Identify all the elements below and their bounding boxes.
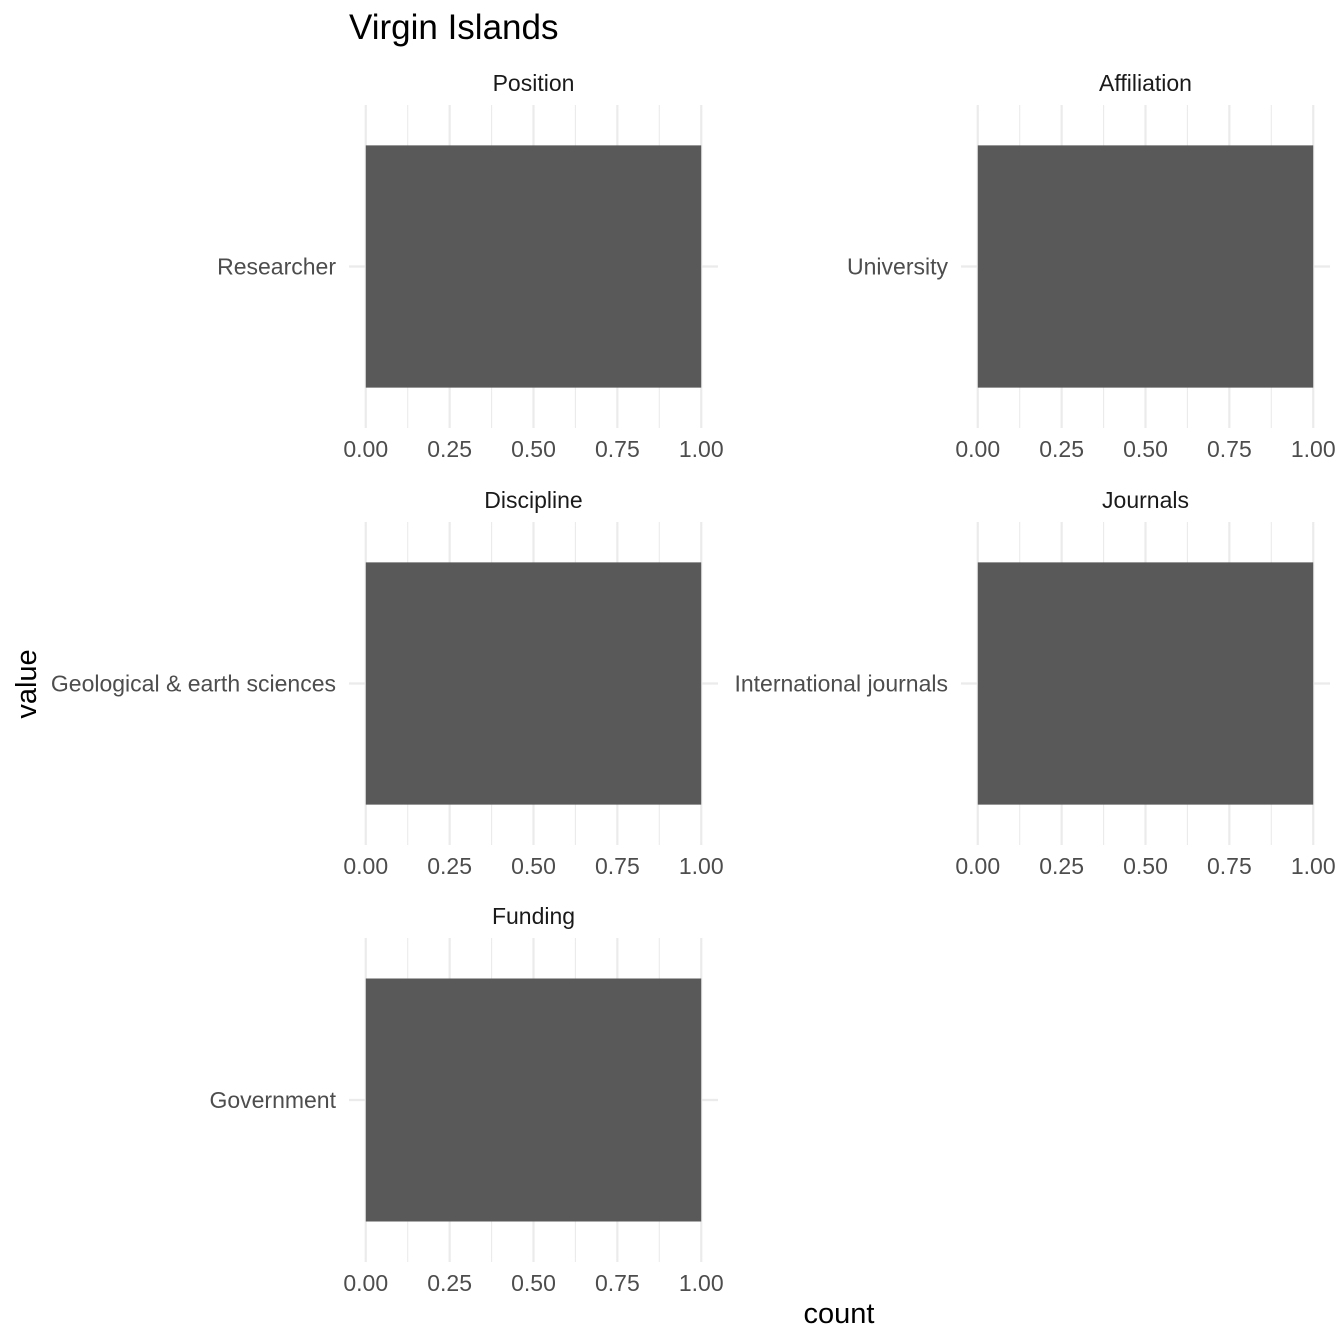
x-tick-label: 0.25 (427, 853, 472, 879)
x-tick-label: 0.00 (343, 1270, 388, 1296)
x-tick-label: 0.00 (343, 436, 388, 462)
x-tick-label: 0.75 (595, 853, 640, 879)
x-tick-label: 0.50 (511, 853, 556, 879)
x-tick-label: 1.00 (1291, 853, 1336, 879)
facet-title: Position (493, 70, 575, 96)
facet-title: Affiliation (1099, 70, 1192, 96)
bar (977, 562, 1314, 805)
x-tick-label: 1.00 (679, 1270, 724, 1296)
x-tick-label: 0.75 (595, 1270, 640, 1296)
x-tick-label: 0.50 (511, 436, 556, 462)
facet-panel: Discipline Geological & earth sciences 0.0… (51, 487, 724, 879)
x-tick-label: 0.00 (955, 853, 1000, 879)
bar (977, 145, 1314, 388)
y-tick-label: Government (209, 1087, 336, 1113)
facet-title: Journals (1102, 487, 1189, 513)
y-tick-label: Researcher (217, 254, 336, 280)
facet-panel: Affiliation University 0.00 0.25 0.50 0.75 1.0… (847, 70, 1336, 462)
x-tick-label: 0.25 (427, 436, 472, 462)
x-tick-label: 0.00 (955, 436, 1000, 462)
x-tick-label: 0.75 (595, 436, 640, 462)
facet-panel: Funding Government 0.00 0.25 0.50 0.75 1.00 (209, 903, 723, 1296)
facet-panel: Journals International journals 0.00 0.25 0.… (734, 487, 1335, 879)
x-tick-label: 0.00 (343, 853, 388, 879)
x-tick-label: 0.25 (427, 1270, 472, 1296)
x-tick-label: 0.25 (1039, 853, 1084, 879)
y-tick-label: Geological & earth sciences (51, 671, 336, 697)
x-tick-label: 1.00 (1291, 436, 1336, 462)
chart-title: Virgin Islands (349, 8, 558, 47)
x-tick-label: 0.75 (1207, 436, 1252, 462)
x-tick-label: 0.50 (511, 1270, 556, 1296)
bar (365, 145, 702, 388)
x-axis-title: count (804, 1298, 875, 1330)
x-tick-label: 0.50 (1123, 436, 1168, 462)
x-tick-label: 0.50 (1123, 853, 1168, 879)
x-tick-label: 1.00 (679, 436, 724, 462)
bar (365, 562, 702, 805)
y-tick-label: University (847, 254, 948, 280)
facet-title: Discipline (484, 487, 582, 513)
y-axis-title: value (11, 649, 43, 718)
facet-panel: Position Researcher 0.00 0.25 0.50 0.75 1.00 (217, 70, 724, 462)
y-tick-label: International journals (734, 671, 948, 697)
x-tick-label: 0.75 (1207, 853, 1252, 879)
x-tick-label: 1.00 (679, 853, 724, 879)
x-tick-label: 0.25 (1039, 436, 1084, 462)
facet-title: Funding (492, 903, 575, 929)
bar (365, 978, 702, 1222)
